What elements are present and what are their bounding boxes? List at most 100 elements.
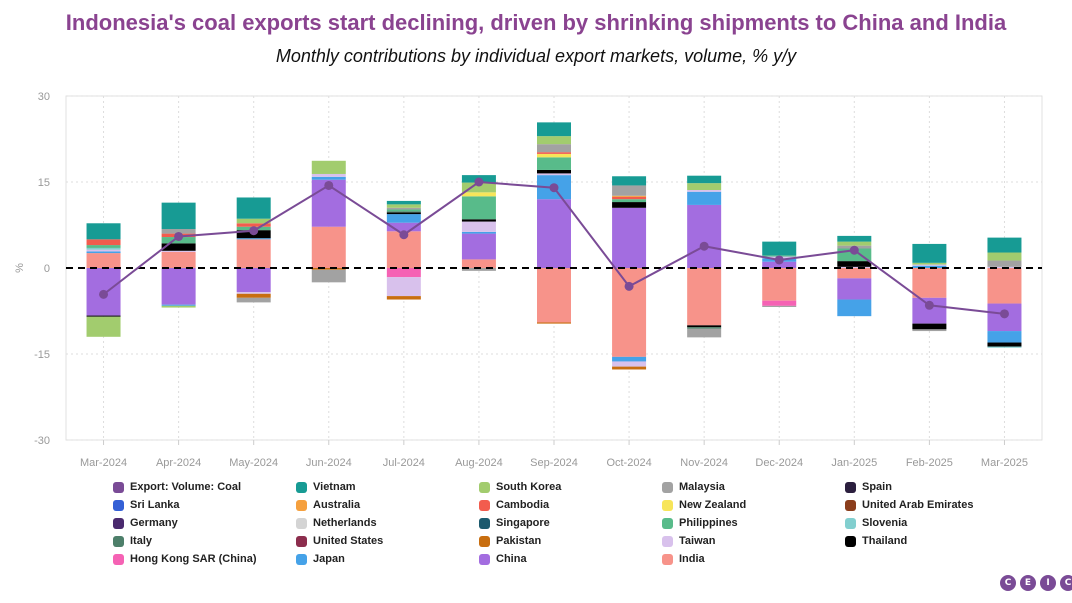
legend-item[interactable]: Vietnam — [296, 478, 356, 496]
bar-segment-south-korea — [86, 316, 121, 337]
legend-label: Japan — [313, 553, 345, 565]
bar-segment-thailand — [987, 342, 1022, 347]
legend-item[interactable]: Hong Kong SAR (China) — [113, 550, 256, 568]
legend-item[interactable]: United States — [296, 532, 383, 550]
bar-segment-taiwan — [236, 292, 271, 294]
bar-segment-south-korea — [386, 204, 421, 208]
legend-swatch — [296, 535, 307, 547]
bar-segment-japan — [311, 176, 346, 180]
x-tick-label: Apr-2024 — [156, 457, 201, 469]
bar-segment-vietnam — [987, 237, 1022, 253]
bar-segment-japan — [236, 238, 271, 240]
legend-item[interactable]: Cambodia — [479, 496, 549, 514]
legend-item[interactable]: Germany — [113, 514, 178, 532]
x-tick-label: Mar-2024 — [80, 457, 127, 469]
x-tick-label: Jul-2024 — [383, 457, 425, 469]
coal-export-point — [624, 281, 634, 291]
legend-swatch — [113, 499, 124, 511]
bar-segment-japan — [912, 265, 947, 268]
bar-segment-vietnam — [236, 197, 271, 219]
legend-item[interactable]: Malaysia — [662, 478, 725, 496]
bar-segment-vietnam — [386, 200, 421, 205]
legend-item[interactable]: India — [662, 550, 705, 568]
legend-item[interactable]: Singapore — [479, 514, 550, 532]
legend-item[interactable]: South Korea — [479, 478, 561, 496]
bar-segment-china — [762, 261, 797, 268]
legend-swatch — [479, 499, 490, 511]
x-tick-label: Nov-2024 — [680, 457, 728, 469]
legend-swatch — [113, 517, 124, 529]
bar-segment-malaysia — [461, 268, 496, 271]
bar-segment-pakistan — [236, 293, 271, 298]
bar-segment-thailand — [386, 212, 421, 215]
bar-segment-taiwan — [912, 264, 947, 266]
bar-segment-south-korea — [837, 241, 872, 246]
bar-segment-slovenia — [86, 247, 121, 250]
legend-item[interactable]: Export: Volume: Coal — [113, 478, 241, 496]
bar-segment-china — [461, 233, 496, 260]
legend-label: Philippines — [679, 517, 738, 529]
legend-item[interactable]: Thailand — [845, 532, 907, 550]
coal-export-point — [699, 241, 709, 251]
bar-segment-china — [236, 268, 271, 293]
bar-segment-vietnam — [837, 235, 872, 242]
y-tick-label: -15 — [34, 349, 50, 361]
bar-segment-vietnam — [612, 176, 647, 186]
bar-segment-australia — [612, 195, 647, 197]
bar-segment-taiwan — [837, 266, 872, 268]
bar-segment-philippines — [386, 209, 421, 212]
y-tick-label: 15 — [38, 177, 50, 189]
legend-item[interactable]: Spain — [845, 478, 892, 496]
legend-label: Italy — [130, 535, 153, 547]
bar-segment-malaysia — [537, 144, 571, 153]
bar-segment-malaysia — [236, 297, 271, 303]
legend-label: Australia — [313, 499, 361, 511]
legend-swatch — [845, 535, 856, 547]
bar-segment-south-korea — [461, 182, 496, 193]
legend-item[interactable]: Netherlands — [296, 514, 377, 532]
legend-item[interactable]: United Arab Emirates — [845, 496, 973, 514]
bar-segment-philippines — [537, 157, 571, 170]
bar-segment-taiwan — [461, 221, 496, 232]
legend-swatch — [662, 553, 673, 565]
bar-segment-philippines — [86, 245, 121, 248]
legend-item[interactable]: Philippines — [662, 514, 738, 532]
chart-title: Indonesia's coal exports start declining… — [65, 10, 1007, 35]
bar-segment-taiwan — [612, 361, 647, 367]
y-tick-label: 30 — [38, 91, 50, 103]
bar-segment-thailand — [461, 219, 496, 222]
legend-swatch — [296, 517, 307, 529]
legend-item[interactable]: China — [479, 550, 527, 568]
bar-segment-cambodia — [612, 196, 647, 200]
legend-swatch — [113, 553, 124, 565]
legend-item[interactable]: Australia — [296, 496, 360, 514]
bar-segment-pakistan — [386, 296, 421, 300]
bar-segment-cambodia — [236, 223, 271, 227]
legend-item[interactable]: New Zealand — [662, 496, 746, 514]
legend-item[interactable]: Pakistan — [479, 532, 541, 550]
bar-segment-malaysia — [912, 329, 947, 332]
bar-segment-south-korea — [311, 160, 346, 174]
legend-item[interactable]: Italy — [113, 532, 152, 550]
x-tick-label: Aug-2024 — [455, 457, 503, 469]
bar-segment-thailand — [912, 323, 947, 330]
legend-item[interactable]: Taiwan — [662, 532, 715, 550]
bar-segment-thailand — [612, 202, 647, 208]
bar-segment-taiwan — [687, 190, 722, 192]
bar-segment-japan — [687, 191, 722, 205]
legend-item[interactable]: Slovenia — [845, 514, 907, 532]
coal-export-point — [999, 309, 1009, 319]
legend-item[interactable]: Japan — [296, 550, 345, 568]
bar-segment-thailand — [161, 243, 196, 251]
bar-segment-malaysia — [762, 305, 797, 307]
bar-segment-india — [236, 239, 271, 268]
legend-item[interactable]: Sri Lanka — [113, 496, 180, 514]
bar-segment-japan — [161, 304, 196, 306]
bar-segment-south-korea — [236, 218, 271, 224]
x-tick-label: Feb-2025 — [906, 457, 953, 469]
bar-segment-philippines — [612, 199, 647, 203]
bar-segment-south-korea — [687, 183, 722, 191]
bar-segment-japan — [86, 251, 121, 254]
x-tick-label: Oct-2024 — [606, 457, 651, 469]
